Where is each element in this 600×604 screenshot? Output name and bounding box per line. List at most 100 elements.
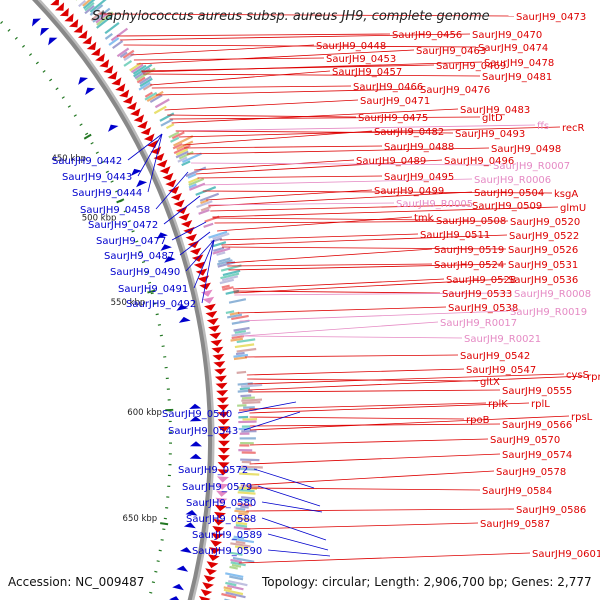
- minor-tick: [158, 325, 161, 326]
- forward-gene-arrow: [202, 582, 214, 589]
- minor-tick: [149, 592, 152, 593]
- reverse-gene-arrow: [190, 441, 202, 446]
- forward-gene-arrow: [163, 173, 174, 181]
- gene-label-left: SaurJH9_0491: [118, 284, 188, 295]
- reverse-gene-arrow: [48, 38, 57, 46]
- forward-gene-arrow: [50, 0, 59, 5]
- leader-line: [197, 176, 382, 178]
- gene-label-right: SaurJH9_0520: [510, 217, 580, 228]
- gene-label-right: SaurJH9_0522: [509, 231, 579, 242]
- gene-label-right: SaurJH9_R0006: [474, 175, 551, 186]
- gene-label-right: recR: [562, 123, 585, 134]
- gene-label-right: SaurJH9_0566: [502, 420, 572, 431]
- feature-band-mark: [234, 328, 250, 331]
- scale-label: 600 kbp: [127, 408, 162, 418]
- gene-label-left: SaurJH9_0579: [182, 482, 252, 493]
- gene-label-right: rpmG: [587, 372, 600, 383]
- minor-tick: [96, 152, 99, 153]
- reverse-gene-arrow: [190, 454, 202, 459]
- forward-gene-arrow: [205, 311, 217, 318]
- gene-label-right: SaurJH9_0526: [508, 245, 578, 256]
- gene-label-left: SaurJH9_0540: [162, 409, 232, 420]
- genome-summary-text: Topology: circular; Length: 2,906,700 bp…: [262, 575, 592, 589]
- gene-label-right: SaurJH9_0538: [448, 303, 518, 314]
- leader-line: [169, 117, 480, 119]
- gene-label-right: gltX: [480, 377, 500, 388]
- gene-label-right: SaurJH9_0524: [434, 260, 504, 271]
- accession-text: Accession: NC_009487: [8, 575, 144, 589]
- forward-gene-arrow: [141, 127, 152, 135]
- gene-label-right: SaurJH9_0601: [532, 549, 600, 560]
- leader-line: [250, 439, 488, 445]
- gene-label-right: SaurJH9_0475: [358, 113, 428, 124]
- feature-band-mark: [220, 280, 234, 283]
- forward-gene-arrow: [198, 276, 210, 283]
- forward-gene-arrow: [218, 455, 230, 461]
- forward-gene-arrow: [199, 596, 211, 600]
- feature-band-mark: [237, 372, 246, 373]
- forward-gene-arrow: [173, 200, 184, 208]
- minor-tick: [91, 143, 94, 144]
- leader-line: [213, 218, 434, 220]
- map-title: Staphylococcus aureus subsp. aureus JH9,…: [92, 9, 490, 24]
- minor-tick: [154, 571, 157, 572]
- feature-band-mark: [235, 331, 246, 333]
- gene-label-right: SaurJH9_0478: [484, 58, 554, 69]
- minor-tick: [36, 62, 38, 64]
- forward-gene-arrow: [209, 332, 221, 339]
- minor-tick: [159, 550, 162, 551]
- gene-label-right: SaurJH9_0457: [332, 67, 402, 78]
- gene-label-right: SaurJH9_0555: [502, 386, 572, 397]
- reverse-gene-arrow: [78, 77, 88, 85]
- forward-gene-arrow: [217, 397, 229, 403]
- forward-gene-arrow: [137, 121, 148, 129]
- leader-line: [245, 355, 458, 357]
- rna-gene-arrow: [203, 297, 215, 304]
- gene-label-right: SaurJH9_0519: [434, 245, 504, 256]
- leader-line: [248, 488, 480, 490]
- feature-band-mark: [237, 349, 257, 352]
- gene-label-right: SaurJH9_0499: [374, 186, 444, 197]
- forward-gene-arrow: [214, 368, 226, 375]
- gene-label-left: SaurJH9_0543: [168, 426, 238, 437]
- forward-gene-arrow: [216, 390, 228, 396]
- leader-line: [262, 518, 326, 540]
- gene-label-right: SaurJH9_0528: [446, 275, 516, 286]
- gene-label-right: SaurJH9_0498: [491, 144, 561, 155]
- forward-gene-arrow: [134, 114, 144, 122]
- forward-gene-arrow: [212, 354, 224, 361]
- reverse-gene-arrow: [179, 317, 191, 323]
- gene-label-left: SaurJH9_0572: [178, 465, 248, 476]
- reverse-gene-arrow: [136, 180, 147, 187]
- leader-line: [184, 146, 382, 148]
- gene-label-left: SaurJH9_0492: [126, 299, 196, 310]
- gene-label-right: SaurJH9_0574: [502, 450, 572, 461]
- reverse-gene-arrow: [32, 19, 41, 27]
- feature-band-mark: [241, 400, 262, 401]
- feature-band-mark: [225, 573, 243, 577]
- forward-gene-arrow: [186, 234, 197, 241]
- scale-label: 650 kbp: [123, 514, 158, 524]
- minor-tick: [43, 70, 45, 72]
- gene-label-right: ffs: [537, 121, 549, 132]
- leader-line: [247, 369, 464, 375]
- leader-line: [194, 160, 354, 170]
- gene-label-right: SaurJH9_0466: [353, 82, 423, 93]
- leader-line: [183, 131, 372, 145]
- gene-label-right: SaurJH9_R0005: [396, 199, 473, 210]
- leader-line: [242, 322, 438, 336]
- gene-label-right: rpsL: [571, 412, 593, 423]
- gene-label-right: glmU: [560, 203, 586, 214]
- minor-tick: [29, 54, 31, 56]
- gene-label-right: SaurJH9_R0021: [464, 334, 541, 345]
- gene-label-right: SaurJH9_0508: [436, 216, 506, 227]
- scale-tick: [84, 135, 91, 139]
- feature-band-mark: [242, 398, 255, 399]
- feature-band-mark: [236, 353, 245, 354]
- minor-tick: [15, 37, 17, 39]
- minor-tick: [85, 133, 88, 135]
- forward-gene-arrow: [207, 318, 219, 325]
- forward-gene-arrow: [157, 160, 168, 168]
- leader-line: [238, 307, 446, 313]
- feature-band-mark: [234, 357, 247, 359]
